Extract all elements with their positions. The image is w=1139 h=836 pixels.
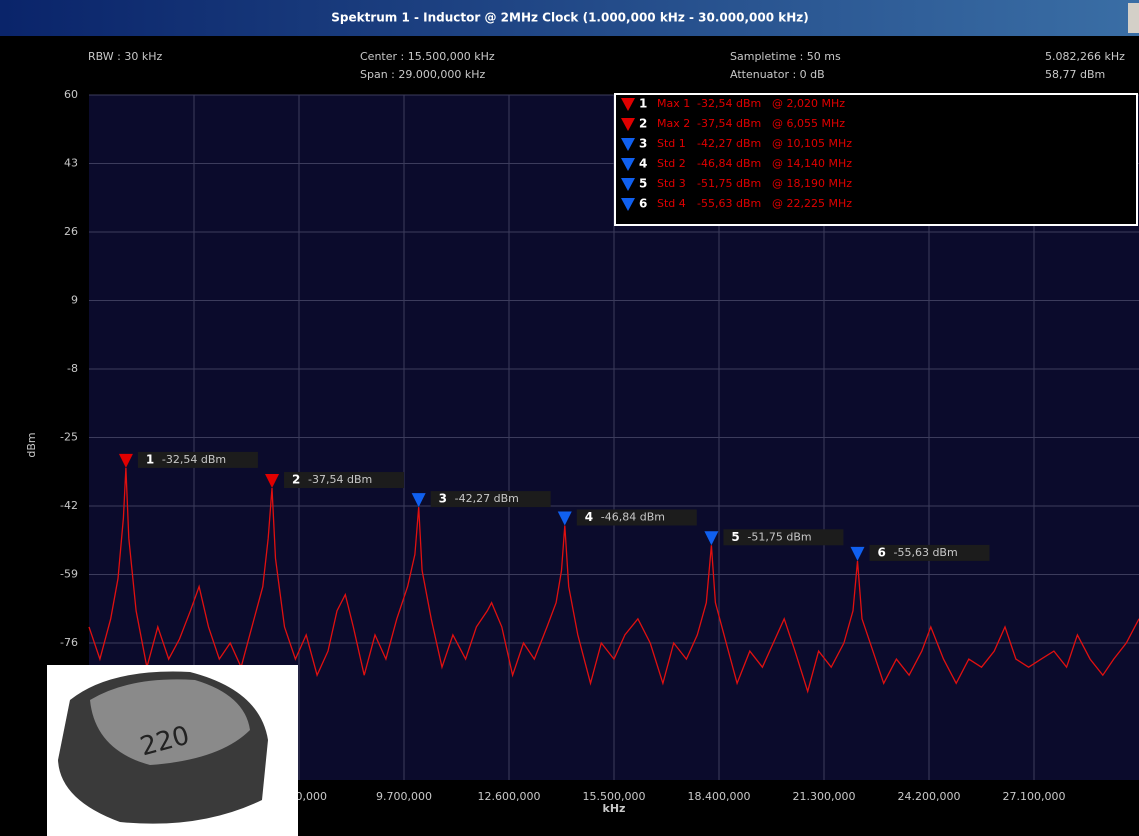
window-edge	[1128, 3, 1139, 33]
table-name: Std 4	[657, 197, 686, 210]
table-freq: @ 2,020 MHz	[772, 97, 845, 110]
y-tick-label: -42	[60, 499, 78, 512]
x-tick-label: 9.700,000	[376, 790, 432, 803]
marker-triangle	[850, 546, 865, 561]
inductor-photo: 220	[47, 665, 298, 836]
table-name: Std 2	[657, 157, 686, 170]
table-freq: @ 18,190 MHz	[772, 177, 852, 190]
marker-triangle	[557, 511, 572, 526]
table-value: -37,54 dBm	[697, 117, 761, 130]
sampletime: Sampletime : 50 ms	[730, 50, 841, 63]
table-value: -42,27 dBm	[697, 137, 761, 150]
x-tick-label: 12.600,000	[478, 790, 541, 803]
marker-value-label: -46,84 dBm	[601, 511, 665, 524]
table-number: 5	[639, 177, 647, 191]
table-number: 1	[639, 97, 647, 111]
y-tick-label: -25	[60, 431, 78, 444]
marker-number: 2	[292, 473, 300, 487]
marker-number: 1	[146, 452, 154, 466]
y-tick-label: 43	[64, 157, 78, 170]
table-name: Std 1	[657, 137, 686, 150]
y-tick-label: 26	[64, 225, 78, 238]
x-tick-label: 27.100,000	[1003, 790, 1066, 803]
y-tick-label: -8	[67, 362, 78, 375]
marker-label-bg	[284, 472, 405, 489]
table-number: 3	[639, 137, 647, 151]
y-tick-label: -76	[60, 636, 78, 649]
table-number: 6	[639, 197, 647, 211]
table-freq: @ 6,055 MHz	[772, 117, 845, 130]
y-tick-label: -59	[60, 568, 78, 581]
table-freq: @ 10,105 MHz	[772, 137, 852, 150]
attenuator: Attenuator : 0 dB	[730, 68, 825, 81]
table-number: 2	[639, 117, 647, 131]
x-tick-label: 15.500,000	[583, 790, 646, 803]
table-value: -32,54 dBm	[697, 97, 761, 110]
rbw: RBW : 30 kHz	[88, 50, 163, 63]
marker-value-label: -37,54 dBm	[308, 473, 372, 486]
table-value: -46,84 dBm	[697, 157, 761, 170]
table-freq: @ 14,140 MHz	[772, 157, 852, 170]
table-freq: @ 22,225 MHz	[772, 197, 852, 210]
x-tick-label: 18.400,000	[688, 790, 751, 803]
cursor-level: 58,77 dBm	[1045, 68, 1105, 81]
marker-number: 6	[877, 545, 885, 559]
table-value: -55,63 dBm	[697, 197, 761, 210]
marker-triangle	[265, 474, 280, 489]
table-number: 4	[639, 157, 647, 171]
y-tick-label: 9	[71, 294, 78, 307]
marker-triangle	[118, 453, 133, 468]
table-marker-icon	[621, 118, 635, 131]
cursor-freq: 5.082,266 kHz	[1045, 50, 1125, 63]
table-value: -51,75 dBm	[697, 177, 761, 190]
window-title: Spektrum 1 - Inductor @ 2MHz Clock (1.00…	[331, 11, 809, 25]
trace-line	[88, 467, 1139, 694]
y-tick-label: 60	[64, 88, 78, 101]
marker-triangle	[704, 531, 719, 546]
table-marker-icon	[621, 98, 635, 111]
table-marker-icon	[621, 178, 635, 191]
table-name: Std 3	[657, 177, 686, 190]
center: Center : 15.500,000 kHz	[360, 50, 495, 63]
x-tick-label: 24.200,000	[898, 790, 961, 803]
table-marker-icon	[621, 158, 635, 171]
x-axis-label: kHz	[603, 802, 626, 815]
marker-value-label: -55,63 dBm	[893, 546, 957, 559]
marker-label-bg	[723, 529, 844, 546]
marker-number: 5	[731, 530, 739, 544]
y-axis-label: dBm	[25, 432, 38, 457]
marker-number: 3	[439, 492, 447, 506]
marker-value-label: -42,27 dBm	[455, 492, 519, 505]
marker-table	[614, 93, 1138, 226]
title-bar	[0, 0, 1139, 36]
table-name: Max 1	[657, 97, 690, 110]
table-marker-icon	[621, 198, 635, 211]
x-tick-label: 21.300,000	[793, 790, 856, 803]
marker-label-bg	[576, 509, 697, 526]
table-marker-icon	[621, 138, 635, 151]
marker-triangle	[411, 493, 426, 508]
inductor-top	[90, 679, 250, 765]
span: Span : 29.000,000 kHz	[360, 68, 485, 81]
marker-value-label: -32,54 dBm	[162, 453, 226, 466]
table-name: Max 2	[657, 117, 690, 130]
marker-label-bg	[137, 451, 258, 468]
marker-number: 4	[585, 510, 593, 524]
marker-label-bg	[869, 544, 990, 561]
marker-value-label: -51,75 dBm	[747, 530, 811, 543]
marker-label-bg	[430, 491, 551, 508]
